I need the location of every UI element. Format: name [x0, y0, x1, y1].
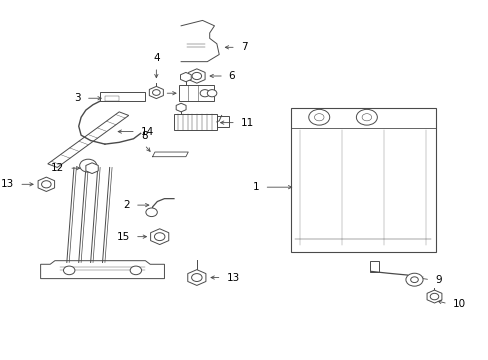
Text: 8: 8 — [141, 131, 147, 141]
Polygon shape — [149, 86, 163, 99]
Bar — [216, 116, 228, 127]
Text: 12: 12 — [51, 163, 64, 173]
Circle shape — [308, 109, 329, 125]
Polygon shape — [150, 229, 168, 244]
Circle shape — [356, 109, 377, 125]
Polygon shape — [176, 103, 186, 112]
Circle shape — [361, 114, 371, 121]
Circle shape — [130, 266, 142, 275]
Circle shape — [63, 266, 75, 275]
Text: 11: 11 — [240, 118, 253, 128]
Polygon shape — [181, 21, 219, 62]
Circle shape — [405, 273, 422, 286]
Bar — [369, 261, 378, 272]
Circle shape — [429, 293, 438, 300]
Circle shape — [192, 72, 201, 80]
Bar — [174, 114, 216, 130]
Circle shape — [191, 274, 202, 282]
Text: 13: 13 — [1, 179, 15, 189]
Polygon shape — [38, 177, 55, 192]
Polygon shape — [187, 270, 205, 285]
Circle shape — [207, 90, 216, 97]
Bar — [100, 92, 145, 101]
Circle shape — [314, 114, 324, 121]
Circle shape — [41, 181, 51, 188]
Bar — [179, 85, 214, 101]
Text: 15: 15 — [117, 232, 130, 242]
Circle shape — [145, 208, 157, 217]
Circle shape — [200, 90, 209, 97]
Text: 10: 10 — [452, 299, 465, 309]
Polygon shape — [86, 163, 98, 174]
Text: 2: 2 — [123, 200, 130, 210]
Circle shape — [410, 277, 417, 283]
Circle shape — [154, 233, 164, 240]
Circle shape — [80, 159, 97, 172]
Text: 6: 6 — [228, 71, 235, 81]
Text: 13: 13 — [226, 273, 239, 283]
Text: 3: 3 — [74, 93, 81, 103]
Text: 9: 9 — [434, 275, 441, 285]
Bar — [105, 96, 119, 101]
Polygon shape — [188, 69, 204, 83]
Text: 7: 7 — [240, 42, 247, 52]
Polygon shape — [180, 72, 191, 82]
Text: 14: 14 — [141, 127, 154, 136]
Text: 5: 5 — [153, 88, 160, 98]
Text: 4: 4 — [153, 53, 160, 63]
Text: 1: 1 — [253, 182, 259, 192]
Circle shape — [152, 90, 160, 95]
Bar — [290, 108, 435, 252]
Polygon shape — [426, 290, 441, 303]
Polygon shape — [152, 152, 188, 157]
